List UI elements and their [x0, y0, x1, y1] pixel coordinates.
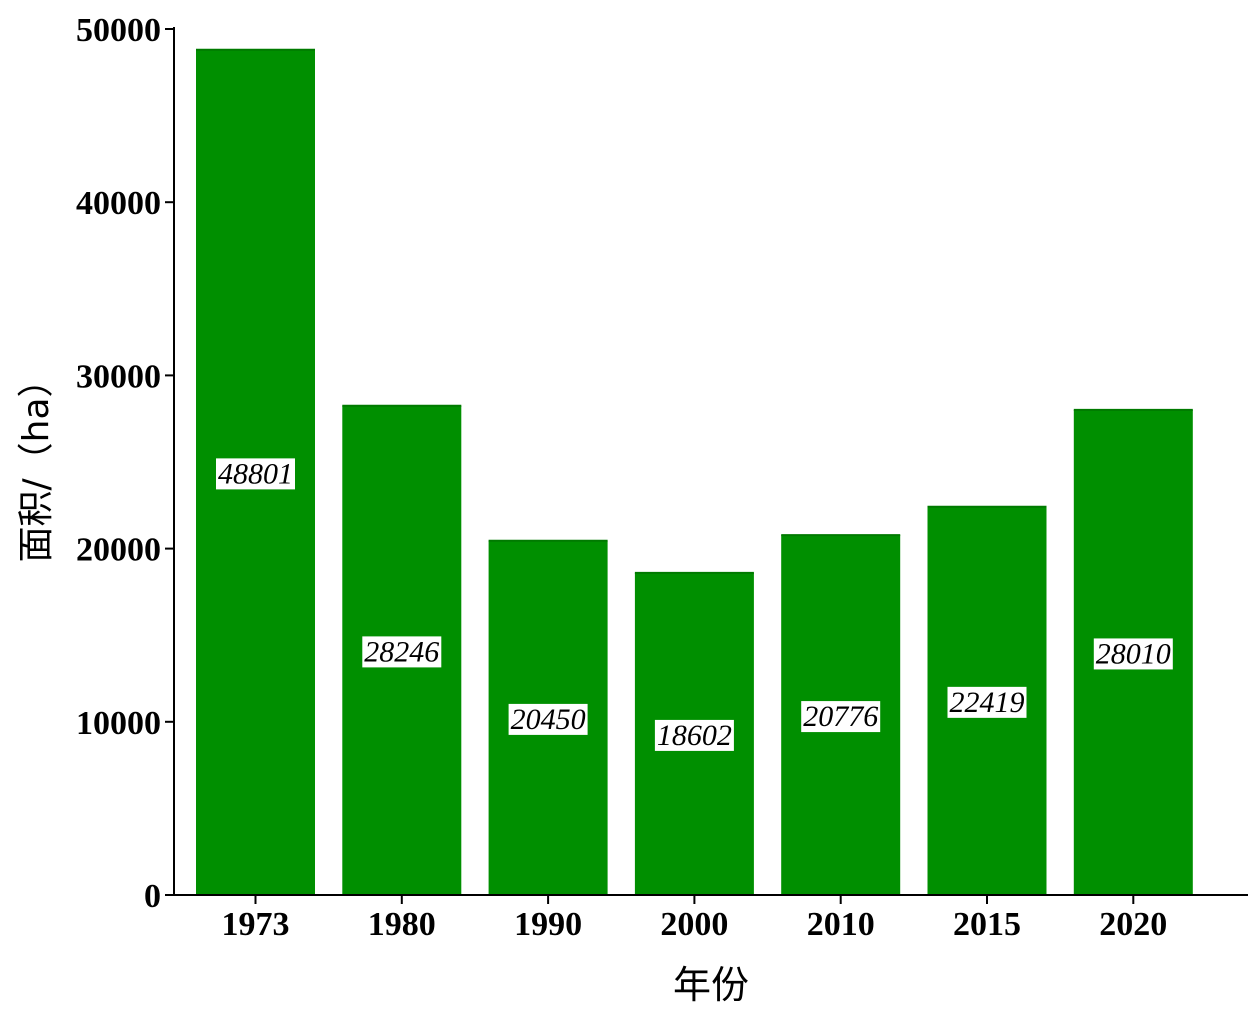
- data-label-2015: 22419: [950, 686, 1025, 719]
- data-label-background: [216, 458, 295, 490]
- data-label-background: [508, 703, 588, 735]
- data-label-2010: 20776: [803, 700, 878, 733]
- data-label-background: [947, 686, 1027, 718]
- data-label-background: [654, 719, 734, 751]
- data-label-1990: 20450: [511, 703, 586, 736]
- x-tick-label-2020: 2020: [1099, 906, 1167, 943]
- x-tick-label-2015: 2015: [953, 906, 1021, 943]
- y-tick-label: 50000: [76, 12, 161, 49]
- data-label-1980: 28246: [364, 635, 439, 668]
- y-tick-label: 30000: [76, 358, 161, 395]
- x-tick-label-2010: 2010: [807, 906, 875, 943]
- x-ticks-group: 1973 1980 1990 2000 2010 2015 2020: [222, 895, 1167, 943]
- y-ticks-group: 0 10000 20000 30000 40000 50000: [76, 12, 174, 915]
- data-label-background: [1093, 638, 1173, 670]
- x-tick-label-2000: 2000: [660, 906, 728, 943]
- bars-group: [196, 48, 1193, 896]
- x-tick-label-1973: 1973: [222, 906, 290, 943]
- x-axis-title: 年份: [673, 963, 749, 1007]
- data-labels-group: 48801 28246 20450 18602 20776 22419 28010: [216, 457, 1173, 752]
- y-tick-label: 40000: [76, 185, 161, 222]
- x-tick-label-1990: 1990: [514, 906, 582, 943]
- data-label-background: [362, 636, 442, 668]
- data-label-2000: 18602: [657, 719, 732, 752]
- y-tick-label: 20000: [76, 532, 161, 569]
- axes-group: [173, 27, 1248, 896]
- data-label-background: [801, 701, 881, 733]
- data-label-1973: 48801: [218, 457, 293, 490]
- y-tick-label: 10000: [76, 705, 161, 742]
- y-axis-title: 面积/（ha）: [16, 361, 57, 562]
- data-label-2020: 28010: [1096, 637, 1171, 670]
- x-tick-label-1980: 1980: [368, 906, 436, 943]
- y-tick-label: 0: [144, 878, 161, 915]
